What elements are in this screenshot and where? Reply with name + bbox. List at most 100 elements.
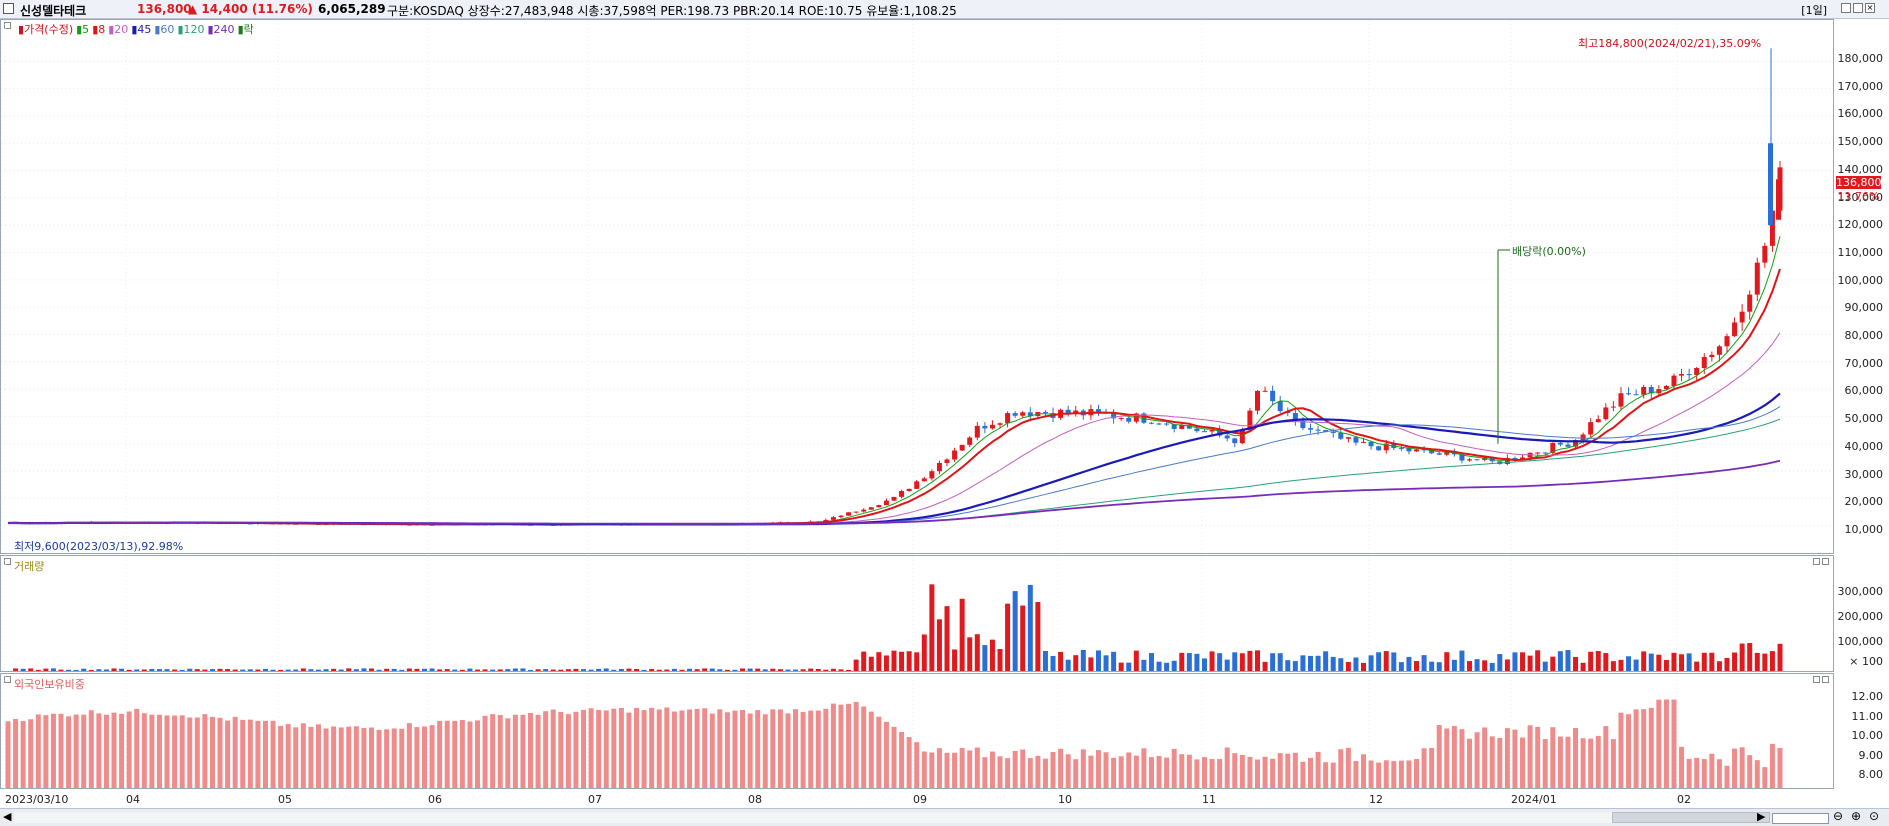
volume-bar: [1633, 659, 1639, 671]
foreign-ratio-bar: [300, 723, 306, 788]
legend-item[interactable]: ▮8: [92, 23, 106, 36]
volume-y-axis[interactable]: 300,000 200,000 100,000 × 100: [1834, 555, 1889, 672]
minimize-icon[interactable]: [1841, 3, 1851, 13]
foreign-ratio-bar: [141, 713, 147, 788]
volume-bar: [1504, 659, 1510, 671]
x-tick-label: 02: [1677, 793, 1691, 806]
legend-item[interactable]: ▮60: [154, 23, 175, 36]
volume-bar: [573, 668, 579, 671]
foreign-ratio-bar: [565, 714, 571, 788]
foreign-ratio-bar: [528, 712, 534, 788]
restore-icon[interactable]: [1853, 3, 1863, 13]
price-candle: [952, 450, 958, 460]
foreign-ratio-bar: [1565, 736, 1571, 788]
price-candle: [1224, 435, 1230, 439]
foreign-ratio-bar: [126, 711, 132, 788]
foreign-ratio-bar: [134, 708, 140, 788]
zoom-slider[interactable]: [1772, 813, 1829, 824]
volume-bar: [785, 669, 791, 671]
volume-bar: [724, 669, 730, 671]
foreign-ratio-bar: [497, 715, 503, 788]
foreign-ratio-bar: [1694, 757, 1700, 788]
foreign-ratio-bar: [1088, 755, 1094, 788]
foreign-ratio-bar: [1338, 749, 1344, 788]
foreign-ratio-bar: [1179, 754, 1185, 788]
zoom-in-icon[interactable]: ⊕: [1851, 809, 1862, 823]
foreign-ratio-bar: [1777, 748, 1783, 788]
panel-max-icon[interactable]: [1813, 558, 1820, 565]
price-candle: [1610, 406, 1616, 408]
panel-max-icon[interactable]: [1813, 676, 1820, 683]
bottom-scrollbar[interactable]: ◀ ▶ ⊖ ⊕ ⊙: [0, 808, 1889, 826]
volume-bar: [13, 668, 19, 671]
scroll-thumb[interactable]: [1612, 812, 1770, 823]
price-candle: [1353, 437, 1359, 443]
current-price: 136,800: [137, 2, 192, 16]
volume-bar: [406, 668, 412, 671]
legend-item[interactable]: ▮5: [76, 23, 90, 36]
price-candle: [1376, 446, 1382, 451]
foreign-ratio-bar: [603, 710, 609, 788]
volume-bar: [1300, 655, 1306, 671]
volume-bar: [1777, 643, 1783, 671]
volume-bar: [255, 669, 261, 671]
foreign-ratio-bar: [1550, 727, 1556, 788]
foreign-ratio-bar: [687, 709, 693, 788]
foreign-ratio-bar: [1610, 739, 1616, 788]
volume-bar: [300, 668, 306, 671]
foreign-y-axis[interactable]: 12.00 11.00 10.00 9.00 8.00: [1834, 673, 1889, 789]
volume-bar: [262, 668, 268, 671]
foreign-ratio-bar: [1042, 758, 1048, 788]
price-candle: [899, 491, 905, 497]
foreign-ratio-bar: [1474, 732, 1480, 788]
legend-item[interactable]: ▮120: [177, 23, 205, 36]
volume-bar: [1429, 661, 1435, 671]
price-panel[interactable]: [0, 19, 1834, 554]
foreign-ratio-bar: [391, 728, 397, 788]
legend-item[interactable]: ▮45: [131, 23, 152, 36]
scroll-left-icon[interactable]: ◀: [3, 810, 12, 823]
volume-bar: [414, 668, 420, 671]
volume-bar: [467, 668, 473, 671]
foreign-ratio-bar: [1739, 747, 1745, 788]
volume-bar: [1610, 661, 1616, 671]
foreign-ratio-bar: [119, 713, 125, 788]
volume-bar: [1141, 659, 1147, 671]
foreign-ratio-bar: [1588, 738, 1594, 788]
volume-bar: [1732, 652, 1738, 671]
legend-item[interactable]: ▮가격(수정): [18, 23, 74, 36]
foreign-ratio-bar: [270, 720, 276, 788]
period-selector[interactable]: [1일]: [1801, 4, 1827, 17]
volume-bar: [1535, 650, 1541, 671]
zoom-fit-icon[interactable]: ⊙: [1869, 809, 1880, 823]
volume-bar: [1398, 662, 1404, 671]
scroll-right-icon[interactable]: ▶: [1757, 810, 1766, 823]
legend-item[interactable]: ▮20: [108, 23, 129, 36]
volume-bar: [1005, 603, 1011, 671]
foreign-ratio-bar: [868, 711, 874, 788]
select-checkbox[interactable]: [3, 3, 14, 14]
panel-menu-icon[interactable]: [4, 676, 11, 683]
volume-bar: [967, 637, 973, 671]
price-candle: [1769, 210, 1775, 246]
stock-name[interactable]: 신성델타테크: [20, 4, 87, 18]
volume-bar: [914, 652, 920, 671]
panel-menu-icon[interactable]: [4, 558, 11, 565]
foreign-ratio-bar: [1254, 759, 1260, 788]
price-y-axis[interactable]: 180,000 170,000 160,000 150,000 140,000 130,0…: [1834, 19, 1889, 554]
price-candle: [1709, 354, 1715, 358]
volume-bar: [1042, 651, 1048, 671]
legend-item[interactable]: ▮락: [237, 23, 254, 36]
zoom-out-icon[interactable]: ⊖: [1833, 809, 1844, 823]
foreign-ratio-bar: [111, 712, 117, 788]
chart-canvas[interactable]: [0, 0, 1834, 808]
legend-item[interactable]: ▮240: [207, 23, 235, 36]
panel-close-icon[interactable]: [1822, 558, 1829, 565]
scroll-track[interactable]: [14, 812, 1754, 823]
foreign-ratio-bar: [1050, 752, 1056, 788]
panel-menu-icon[interactable]: [4, 22, 11, 29]
close-icon[interactable]: ×: [1865, 3, 1875, 13]
panel-close-icon[interactable]: [1822, 676, 1829, 683]
foreign-ratio-bar: [1194, 759, 1200, 788]
foreign-ratio-bar: [1754, 760, 1760, 788]
